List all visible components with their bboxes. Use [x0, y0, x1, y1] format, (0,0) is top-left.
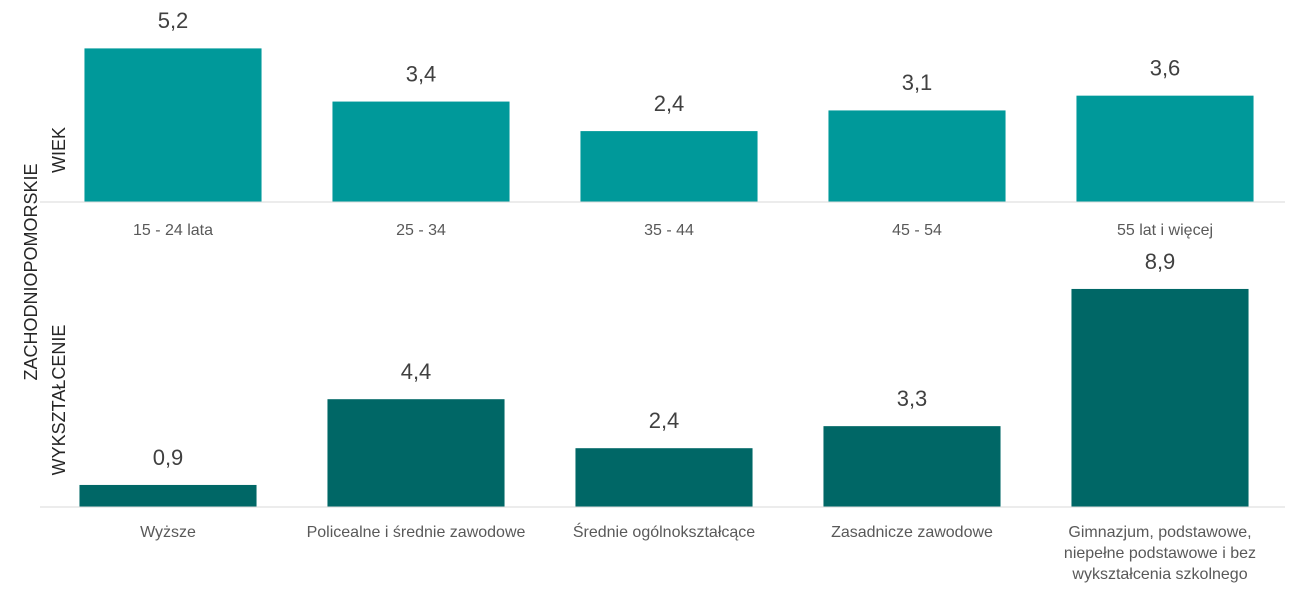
x-tick-label: 45 - 54	[892, 222, 942, 239]
x-tick-label: 35 - 44	[644, 222, 694, 239]
bar	[828, 110, 1006, 202]
bar	[1076, 95, 1254, 202]
bar	[823, 426, 1001, 507]
x-tick-label: Zasadnicze zawodowe	[831, 524, 993, 541]
x-tick-label: 15 - 24 lata	[132, 222, 214, 239]
x-tick-label: 25 - 34	[396, 222, 446, 239]
x-tick-label: Policealne i średnie zawodowe	[306, 524, 526, 541]
x-tick-label: Średnie ogólnokształcące	[572, 524, 756, 541]
x-tick-label: Gimnazjum, podstawowe, niepełne podstawo…	[1063, 524, 1257, 583]
bar	[79, 484, 257, 507]
value-label: 3,4	[406, 61, 437, 86]
bar	[580, 131, 758, 202]
panel-label: WYKSZTAŁCENIE	[49, 325, 69, 476]
region-label: ZACHODNIOPOMORSKIE	[21, 163, 41, 380]
bar	[84, 48, 262, 203]
value-label: 3,1	[902, 70, 933, 95]
bar	[327, 399, 505, 507]
x-tick-label: Wyższe	[140, 524, 196, 541]
value-label: 2,4	[654, 91, 685, 116]
value-label: 3,6	[1150, 55, 1181, 80]
value-label: 3,3	[897, 386, 928, 411]
x-tick-label: 55 lat i więcej	[1116, 222, 1214, 239]
bar	[332, 101, 510, 202]
value-label: 4,4	[401, 359, 432, 384]
bar	[1071, 288, 1249, 507]
value-label: 2,4	[649, 408, 680, 433]
value-label: 5,2	[158, 8, 189, 33]
value-label: 0,9	[153, 445, 184, 470]
panel-label: WIEK	[49, 127, 69, 173]
value-label: 8,9	[1145, 249, 1176, 274]
bar	[575, 448, 753, 507]
